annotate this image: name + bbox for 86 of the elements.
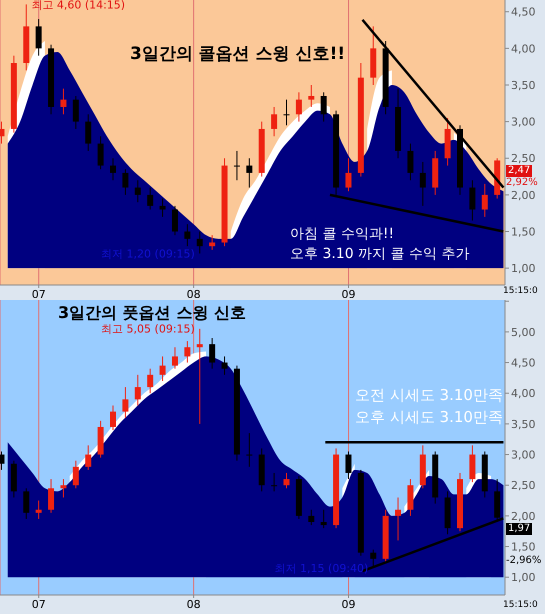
candlestick [72,95,79,130]
candlestick [345,450,352,480]
x-tick-label: 08 [186,598,201,611]
candlestick [172,346,178,370]
candlestick [345,158,352,192]
candlestick [296,92,302,122]
candlestick [209,234,216,250]
candlestick [284,99,290,126]
candlestick [98,136,104,170]
candlestick [407,143,414,181]
candlestick [184,224,190,247]
x-tick-label: 08 [186,288,201,301]
candlestick [420,161,426,206]
candlestick [196,328,203,424]
candlestick [271,472,278,492]
y-tick-label: 2,00 [511,188,536,202]
candlestick [482,183,488,218]
candlestick [48,478,54,514]
candlestick [85,114,92,152]
candlestick [134,374,141,406]
y-tick-label: 5,00 [511,326,536,339]
candlestick [308,84,314,108]
x-tick-label: 09 [342,288,356,301]
text: 15:15:0 [503,286,538,297]
annotation: 최저 1,15 (09:40) [274,562,368,575]
y-tick-label: 4,50 [511,6,536,19]
candlestick [60,88,66,115]
candlestick [246,158,252,188]
candlestick [23,488,30,520]
x-tick-label: 09 [342,598,356,611]
candlestick [395,496,402,541]
y-tick-label: 3,50 [511,78,536,92]
annotation: 아침 콜 수익과!! [290,226,394,243]
y-tick-label: 2,50 [511,479,536,492]
candlestick [60,478,66,498]
candlestick [469,180,476,222]
y-tick-label: 3,00 [511,448,536,462]
y-tick-label: 1,50 [511,225,536,238]
candlestick [320,509,327,529]
y-tick-label: 4,50 [511,356,536,370]
x-tick-label: 07 [32,598,46,611]
candlestick [308,509,314,526]
candlestick [172,205,178,236]
candlestick [184,340,190,364]
y-tick-label: 4,00 [511,42,536,56]
y-tick-label: 2,50 [511,152,536,166]
y-tick-label: 1,00 [511,571,536,584]
text: 1,97 [506,523,532,535]
candlestick [36,18,42,56]
x-tick-label: 07 [32,288,46,301]
candlestick [36,500,42,520]
candlestick [147,368,154,394]
candlestick [122,168,128,196]
candlestick [110,404,116,431]
annotation: 오후 3.10 까지 콜 수익 추가 [290,246,470,263]
candlestick [110,158,116,181]
candlestick [122,386,128,418]
candlestick [160,356,166,382]
text: 3일간의 콜옵션 스윙 신호!! [130,43,346,65]
y-tick-label: 1,00 [511,262,536,276]
candlestick [134,180,141,203]
candlestick [271,106,278,137]
annotation: 오후 시세도 3.10만족 [355,408,503,426]
candlestick [147,187,154,210]
candlestick [72,460,79,489]
candlestick [234,150,240,181]
candlestick [160,198,166,218]
candlestick [284,472,290,489]
y-tick-label: 4,00 [511,387,536,400]
y-tick-label: 1,50 [511,540,536,554]
y-tick-label: 2,00 [511,510,536,523]
candlestick [246,432,252,468]
candlestick [196,231,203,254]
candlestick [209,338,216,370]
text: 2,92% [506,177,538,189]
text: -2,96% [506,555,542,567]
candlestick [320,92,327,122]
annotation: 오전 시세도 3.10만족 [355,386,503,404]
text: 15:15:0 [503,600,538,611]
candlestick [85,444,92,470]
annotation: 최저 1,20 (09:15) [101,247,195,260]
text: 2,47 [506,165,532,177]
y-tick-label: 3,50 [511,418,536,431]
y-tick-label: 3,00 [511,116,536,129]
annotation: 최고 4,60 (14:15) [31,0,126,12]
candlestick [222,356,228,376]
